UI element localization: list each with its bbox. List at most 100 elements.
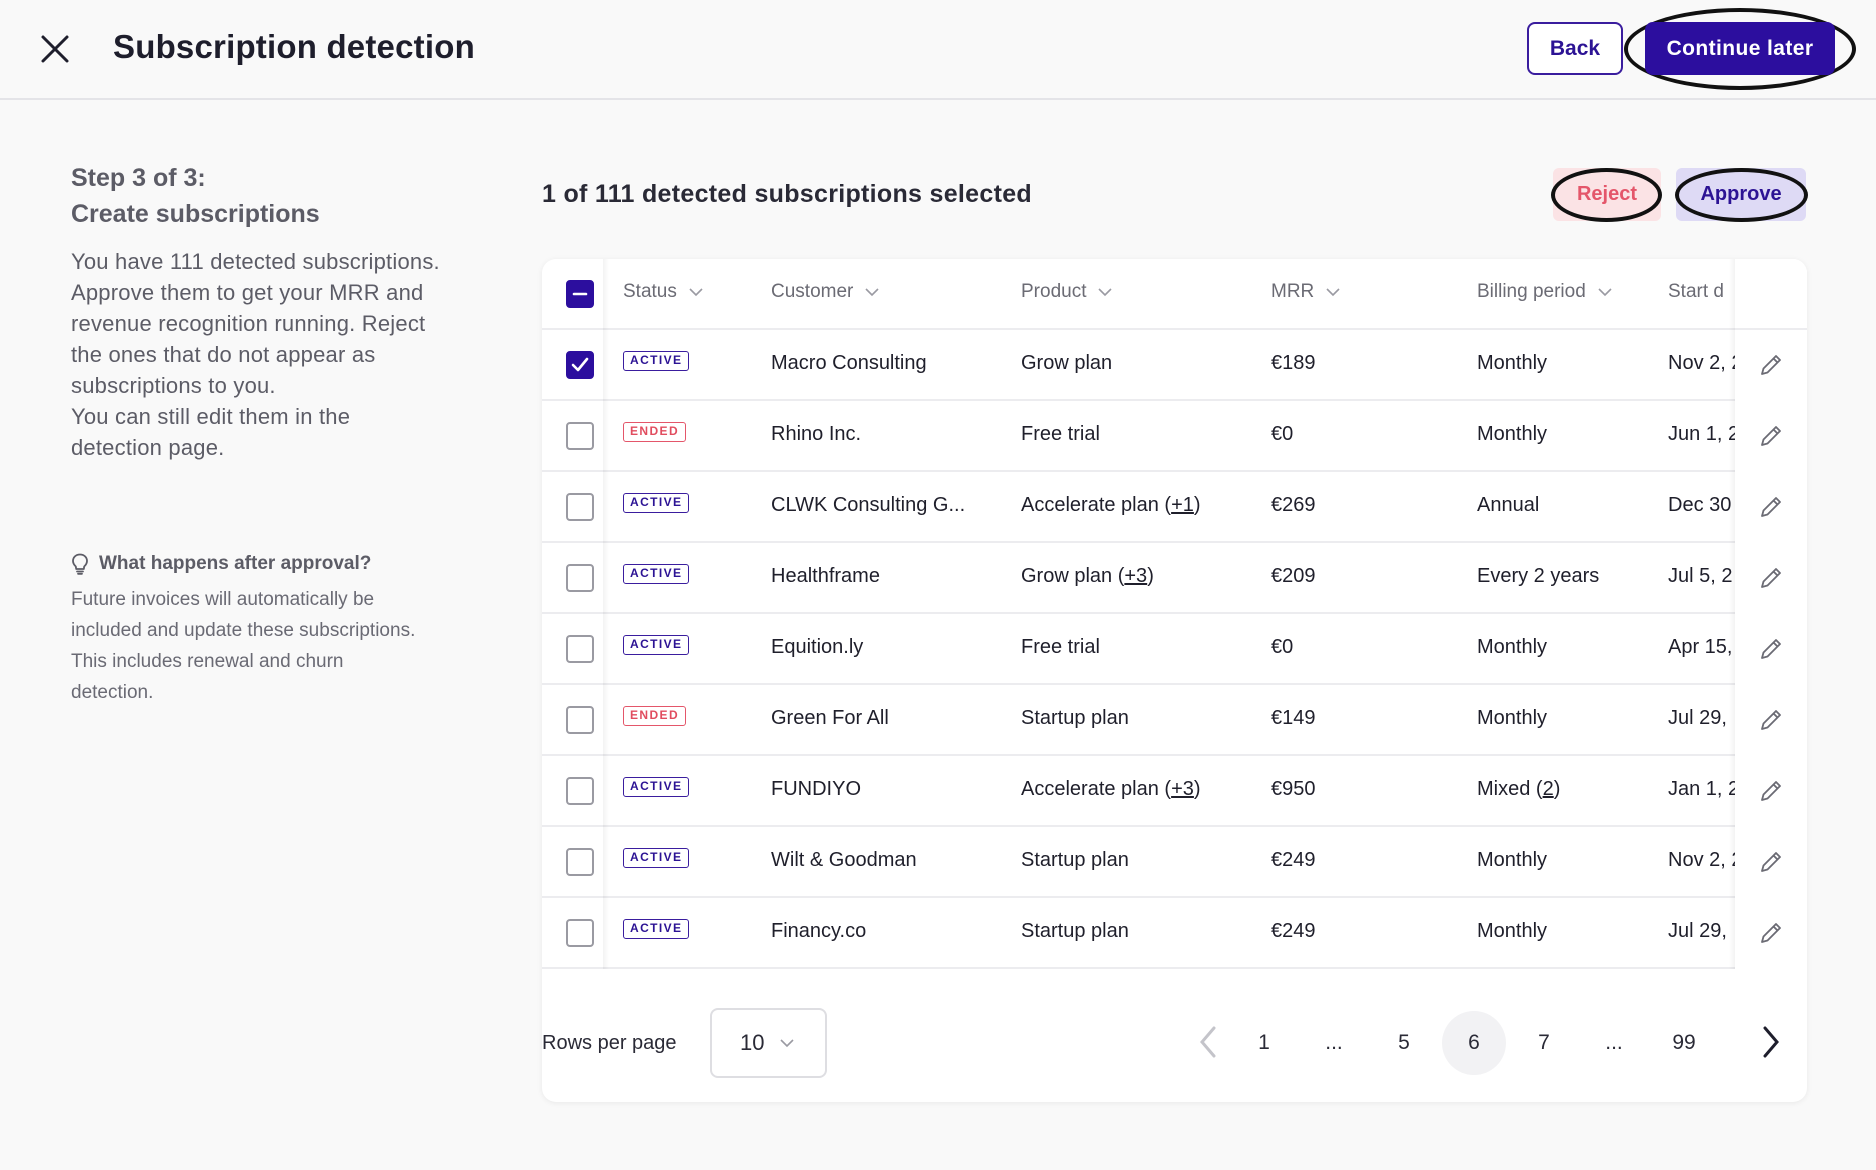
- pencil-icon: [1761, 852, 1781, 872]
- row-checkbox[interactable]: [566, 422, 594, 450]
- product-cell: Free trial: [1021, 636, 1100, 659]
- previous-page-button[interactable]: [1190, 1024, 1226, 1060]
- billing-period-cell: Monthly: [1477, 849, 1547, 872]
- edit-row-button[interactable]: [1758, 636, 1784, 662]
- customer-cell-text: Macro Consulting: [771, 352, 927, 374]
- tip-heading-text: What happens after approval?: [99, 553, 372, 574]
- product-extra-link[interactable]: +3: [1124, 565, 1148, 587]
- column-billing-period[interactable]: Billing period: [1477, 281, 1612, 303]
- row-checkbox[interactable]: [566, 351, 594, 379]
- row-checkbox[interactable]: [566, 848, 594, 876]
- table-row[interactable]: ACTIVE Financy.co Startup plan €249 Monthly J…: [542, 898, 1807, 969]
- actions-column: [1735, 259, 1807, 969]
- customer-cell-text: Financy.co: [771, 920, 867, 942]
- edit-row-button[interactable]: [1758, 423, 1784, 449]
- column-product[interactable]: Product: [1021, 281, 1113, 303]
- billing-period-cell: Every 2 years: [1477, 565, 1599, 588]
- continue-later-button[interactable]: Continue later: [1645, 22, 1835, 75]
- tip-body: Future invoices will automatically be in…: [71, 589, 416, 703]
- customer-cell-text: Equition.ly: [771, 636, 864, 658]
- mrr-cell: €249: [1271, 849, 1316, 872]
- page-title: Subscription detection: [113, 28, 475, 65]
- edit-row-button[interactable]: [1758, 707, 1784, 733]
- step-name: Create subscriptions: [71, 200, 320, 228]
- status-badge: ACTIVE: [623, 564, 690, 584]
- mrr-cell-text: €189: [1271, 352, 1316, 374]
- edit-row-button[interactable]: [1758, 920, 1784, 946]
- back-button[interactable]: Back: [1527, 22, 1623, 75]
- start-date-cell: Jul 5, 2: [1668, 565, 1732, 588]
- product-extra-link[interactable]: +3: [1171, 778, 1194, 800]
- edit-row-button[interactable]: [1758, 352, 1784, 378]
- edit-row-button[interactable]: [1758, 849, 1784, 875]
- chevron-down-icon: [780, 1038, 795, 1047]
- page-button[interactable]: 99: [1672, 1031, 1696, 1054]
- column-customer[interactable]: Customer: [771, 281, 879, 303]
- billing-period-cell-text: Monthly: [1477, 352, 1548, 374]
- rows-per-page-select[interactable]: 10: [710, 1008, 827, 1078]
- status-badge: ACTIVE: [623, 351, 690, 371]
- customer-cell: Financy.co: [771, 920, 866, 943]
- billing-extra-link[interactable]: 2: [1542, 778, 1554, 800]
- table-row[interactable]: ACTIVE Wilt & Goodman Startup plan €249 Mont…: [542, 827, 1807, 898]
- top-bar: Subscription detection Back Continue lat…: [0, 0, 1876, 100]
- row-checkbox[interactable]: [566, 493, 594, 521]
- start-date-cell: Nov 2, 2: [1668, 849, 1742, 872]
- start-date-cell-text: Nov 2, 2: [1668, 849, 1743, 871]
- checkmark-icon: [571, 357, 589, 372]
- next-page-button[interactable]: [1753, 1024, 1789, 1060]
- page-button[interactable]: 6: [1442, 1011, 1506, 1075]
- sticky-column-shadow: [603, 259, 609, 969]
- column-start-date[interactable]: Start d: [1668, 281, 1724, 303]
- select-all-checkbox[interactable]: [566, 280, 594, 308]
- row-checkbox[interactable]: [566, 777, 594, 805]
- customer-cell: FUNDIYO: [771, 778, 861, 801]
- row-checkbox[interactable]: [566, 564, 594, 592]
- start-date-cell: Dec 30: [1668, 494, 1731, 517]
- table-row[interactable]: ENDED Rhino Inc. Free trial €0 Monthly Jun 1,…: [542, 401, 1807, 472]
- product-extra-link[interactable]: +1: [1171, 494, 1194, 516]
- pencil-icon: [1761, 426, 1781, 446]
- column-status[interactable]: Status: [623, 281, 703, 303]
- row-checkbox[interactable]: [566, 919, 594, 947]
- row-checkbox[interactable]: [566, 635, 594, 663]
- start-date-cell-text: Jul 29,: [1668, 920, 1727, 942]
- edit-row-button[interactable]: [1758, 565, 1784, 591]
- table-row[interactable]: ACTIVE Macro Consulting Grow plan €189 Month…: [542, 330, 1807, 401]
- page-button[interactable]: 1: [1258, 1031, 1270, 1054]
- reject-highlight: [1551, 168, 1662, 222]
- chevron-down-icon: [1326, 287, 1340, 296]
- table-row[interactable]: ENDED Green For All Startup plan €149 Monthl…: [542, 685, 1807, 756]
- table-row[interactable]: ACTIVE FUNDIYO Accelerate plan (+3) €950 Mix…: [542, 756, 1807, 827]
- table-row[interactable]: ACTIVE CLWK Consulting G... Accelerate pla…: [542, 472, 1807, 543]
- product-cell-text: Startup plan: [1021, 920, 1129, 942]
- product-cell-text: Accelerate plan: [1021, 494, 1159, 516]
- chevron-down-icon: [689, 287, 703, 296]
- billing-period-cell-text: Monthly: [1477, 707, 1548, 729]
- row-checkbox[interactable]: [566, 706, 594, 734]
- customer-cell: Green For All: [771, 707, 889, 730]
- step-description: You have 111 detected subscriptions. App…: [71, 246, 441, 463]
- product-cell: Grow plan: [1021, 352, 1112, 375]
- column-mrr[interactable]: MRR: [1271, 281, 1340, 303]
- product-cell: Startup plan: [1021, 849, 1129, 872]
- page-button[interactable]: 7: [1538, 1031, 1550, 1054]
- billing-period-cell-text: Monthly: [1477, 849, 1548, 871]
- step-title: Step 3 of 3: Create subscriptions: [71, 160, 431, 232]
- mrr-cell-text: €950: [1271, 778, 1316, 800]
- start-date-cell-text: Jun 1, 2: [1668, 423, 1740, 445]
- start-date-cell-text: Jul 5, 2: [1668, 565, 1733, 587]
- close-button[interactable]: [36, 30, 74, 68]
- billing-period-cell-text: Annual: [1477, 494, 1540, 516]
- edit-row-button[interactable]: [1758, 494, 1784, 520]
- edit-row-button[interactable]: [1758, 778, 1784, 804]
- mrr-cell-text: €0: [1271, 636, 1294, 658]
- pencil-icon: [1761, 781, 1781, 801]
- chevron-down-icon: [1098, 287, 1113, 296]
- table-row[interactable]: ACTIVE Healthframe Grow plan (+3) €209 Every…: [542, 543, 1807, 614]
- column-billing-period-label: Billing period: [1477, 281, 1586, 302]
- pencil-icon: [1761, 710, 1781, 730]
- table-row[interactable]: ACTIVE Equition.ly Free trial €0 Monthly Apr …: [542, 614, 1807, 685]
- page-button[interactable]: 5: [1398, 1031, 1410, 1054]
- customer-cell-text: Green For All: [771, 707, 889, 729]
